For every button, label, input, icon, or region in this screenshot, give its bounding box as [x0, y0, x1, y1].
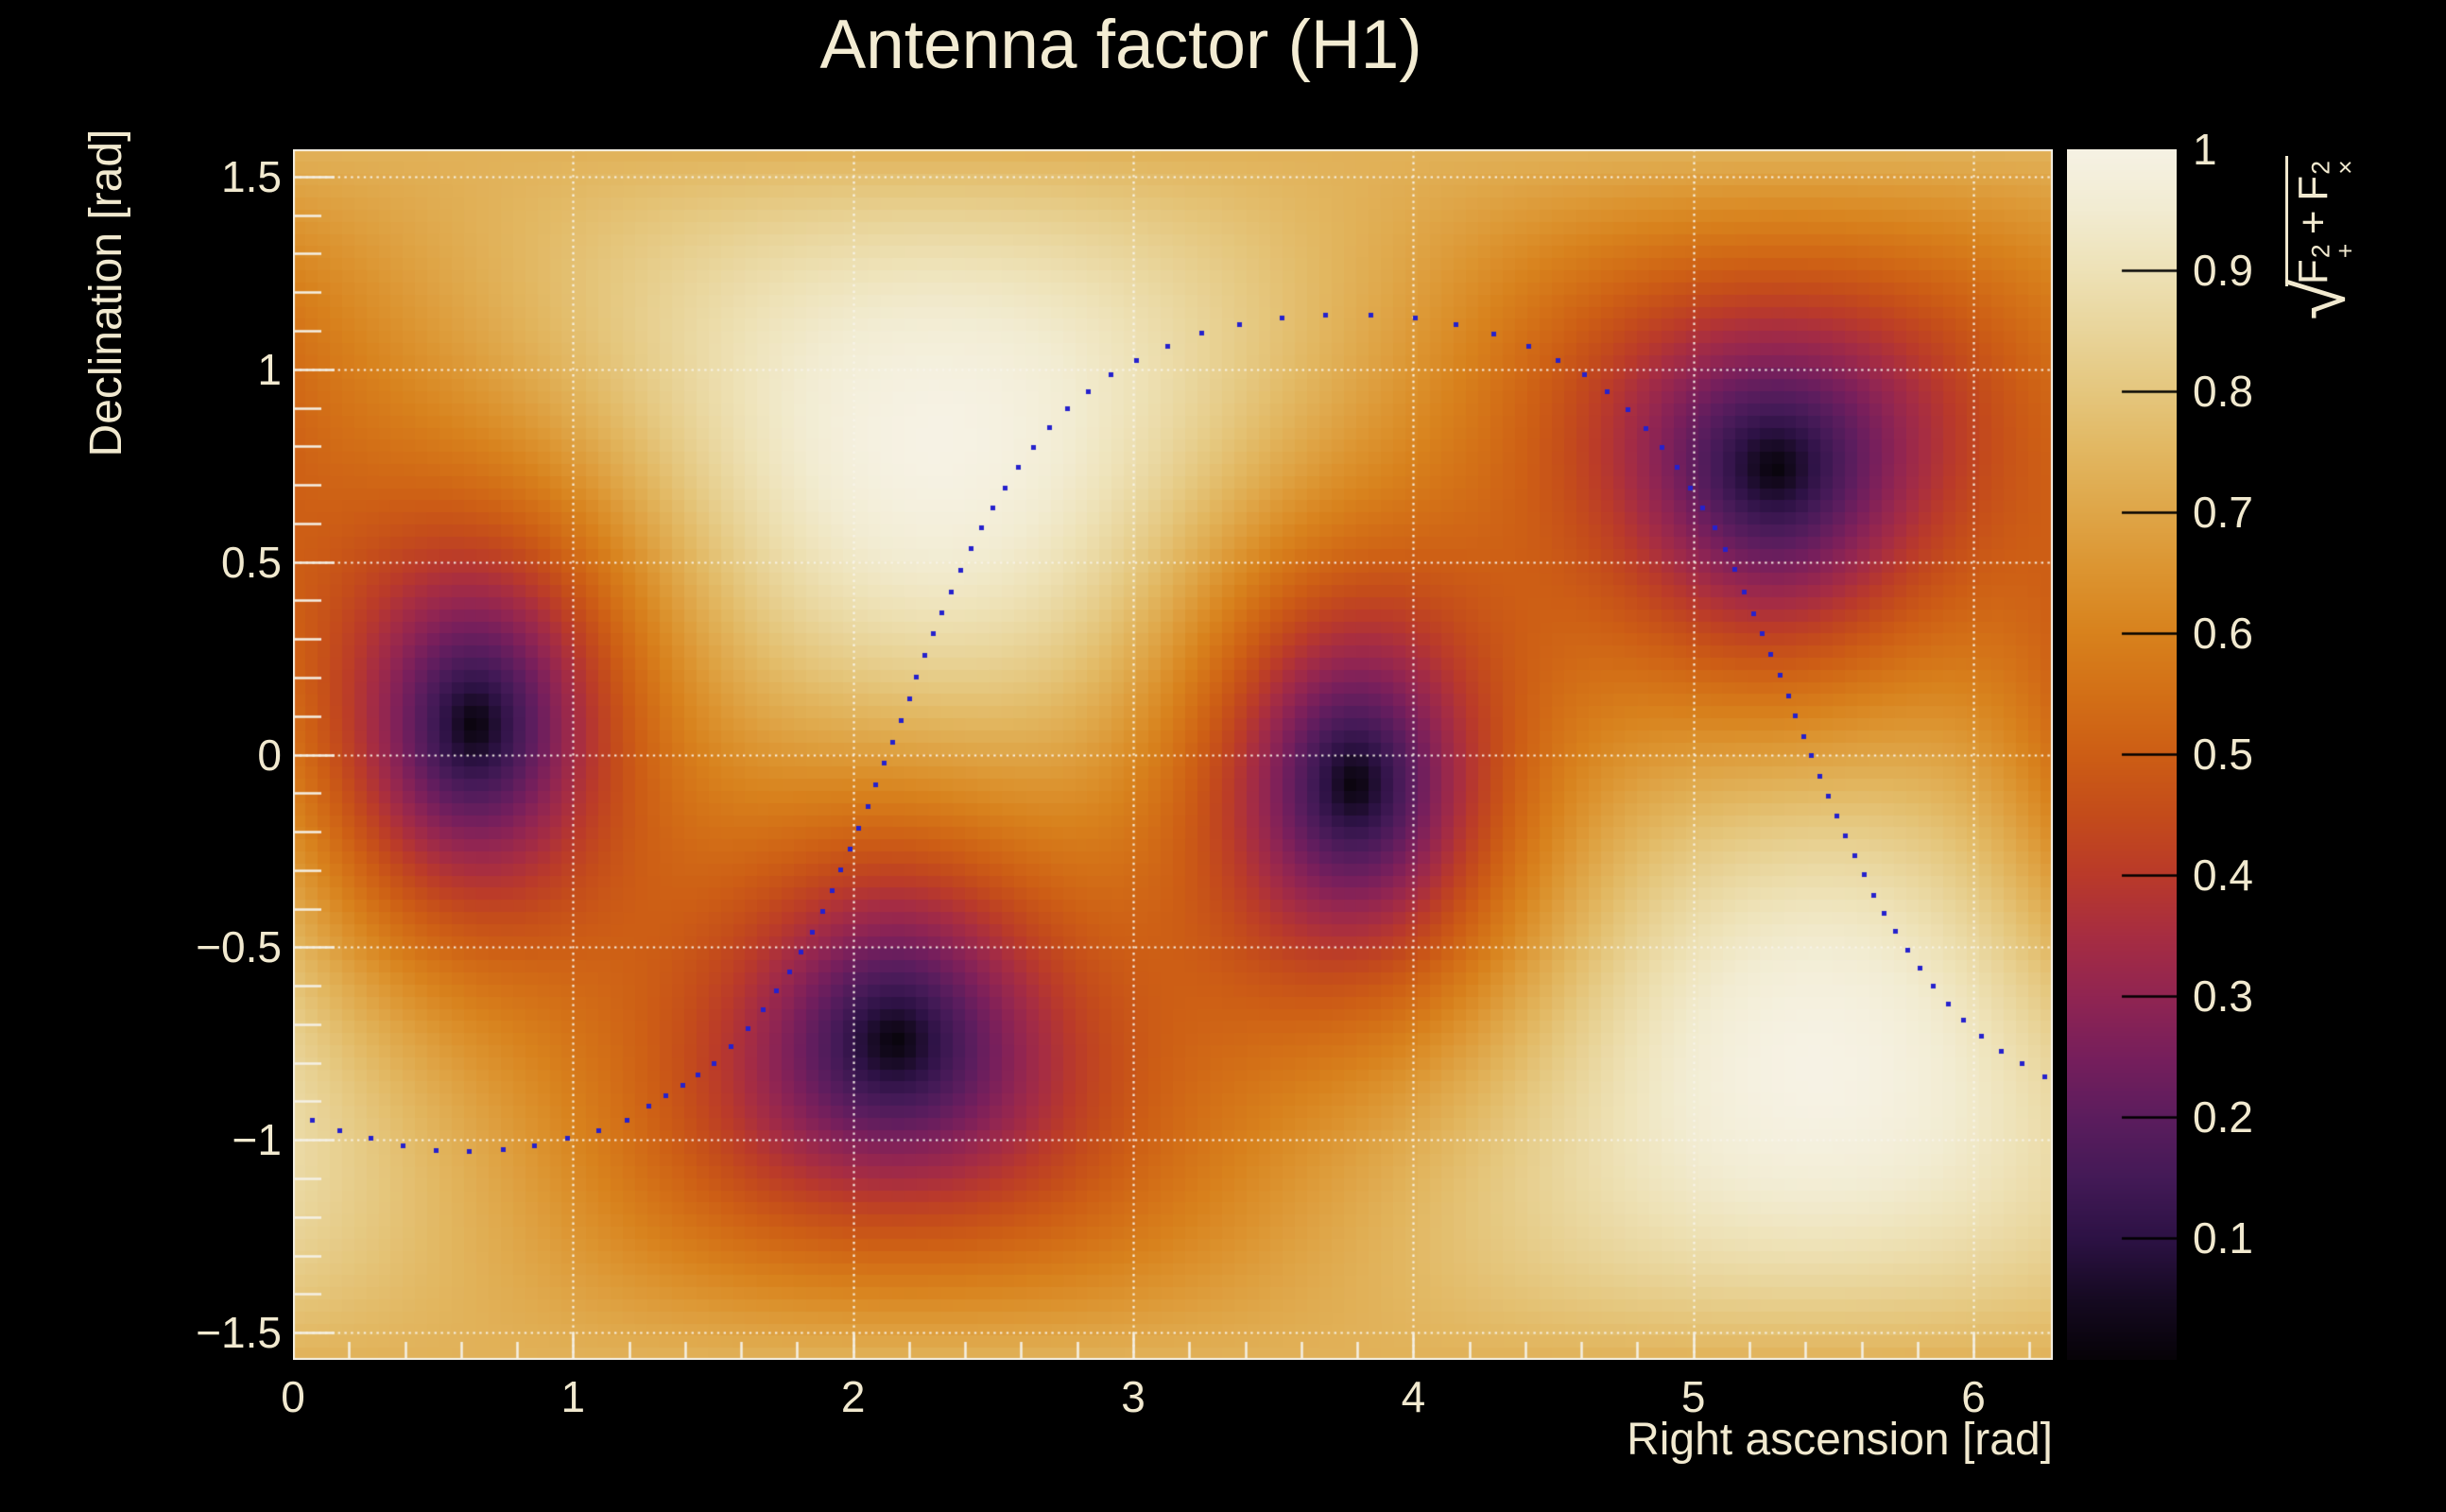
x-tick-label: 6	[1961, 1372, 1986, 1421]
z-term2-base: F	[2290, 175, 2337, 201]
x-tick-label: 4	[1401, 1372, 1426, 1421]
z-tick-label: 0.2	[2193, 1092, 2253, 1142]
y-tick-label: 1	[257, 344, 282, 394]
z-tick-label: 0.7	[2193, 488, 2253, 537]
y-tick-label: −1	[232, 1115, 282, 1165]
z-tick-label: 0.8	[2193, 367, 2253, 416]
z-tick-label: 0.9	[2193, 246, 2253, 295]
z-title-radicand: F 2 + +F 2 ×	[2285, 156, 2360, 287]
x-tick-label: 1	[560, 1372, 586, 1421]
z-tick-label: 0.1	[2193, 1213, 2253, 1263]
z-tick-label: 1	[2193, 125, 2217, 174]
plot-title: Antenna factor (H1)	[819, 7, 1422, 83]
z-term1-sub: +	[2331, 243, 2360, 259]
x-axis-title: Right ascension [rad]	[1627, 1415, 2053, 1465]
heatmap-canvas	[293, 149, 2053, 1360]
z-term2-sub: ×	[2331, 160, 2360, 175]
y-tick-label: 0.5	[221, 537, 282, 587]
z-term2-scripts: 2 ×	[2307, 160, 2360, 175]
y-tick-label: 1.5	[221, 151, 282, 201]
x-tick-label: 2	[840, 1372, 866, 1421]
x-tick-label: 3	[1121, 1372, 1145, 1421]
colorbar-canvas	[2067, 149, 2177, 1360]
z-tick-label: 0.5	[2193, 730, 2253, 779]
z-term1-scripts: 2 +	[2307, 243, 2360, 259]
x-tick-label: 5	[1680, 1372, 1706, 1421]
z-operator: +	[2290, 210, 2337, 235]
z-tick-label: 0.4	[2193, 850, 2253, 900]
z-axis-title: √ F 2 + +F 2 ×	[2276, 144, 2360, 333]
z-tick-label: 0.3	[2193, 971, 2253, 1021]
y-tick-label: −0.5	[196, 922, 282, 972]
y-tick-label: −1.5	[196, 1308, 282, 1358]
y-tick-label: 0	[257, 730, 282, 780]
z-tick-label: 0.6	[2193, 609, 2253, 658]
x-tick-label: 0	[281, 1372, 305, 1421]
